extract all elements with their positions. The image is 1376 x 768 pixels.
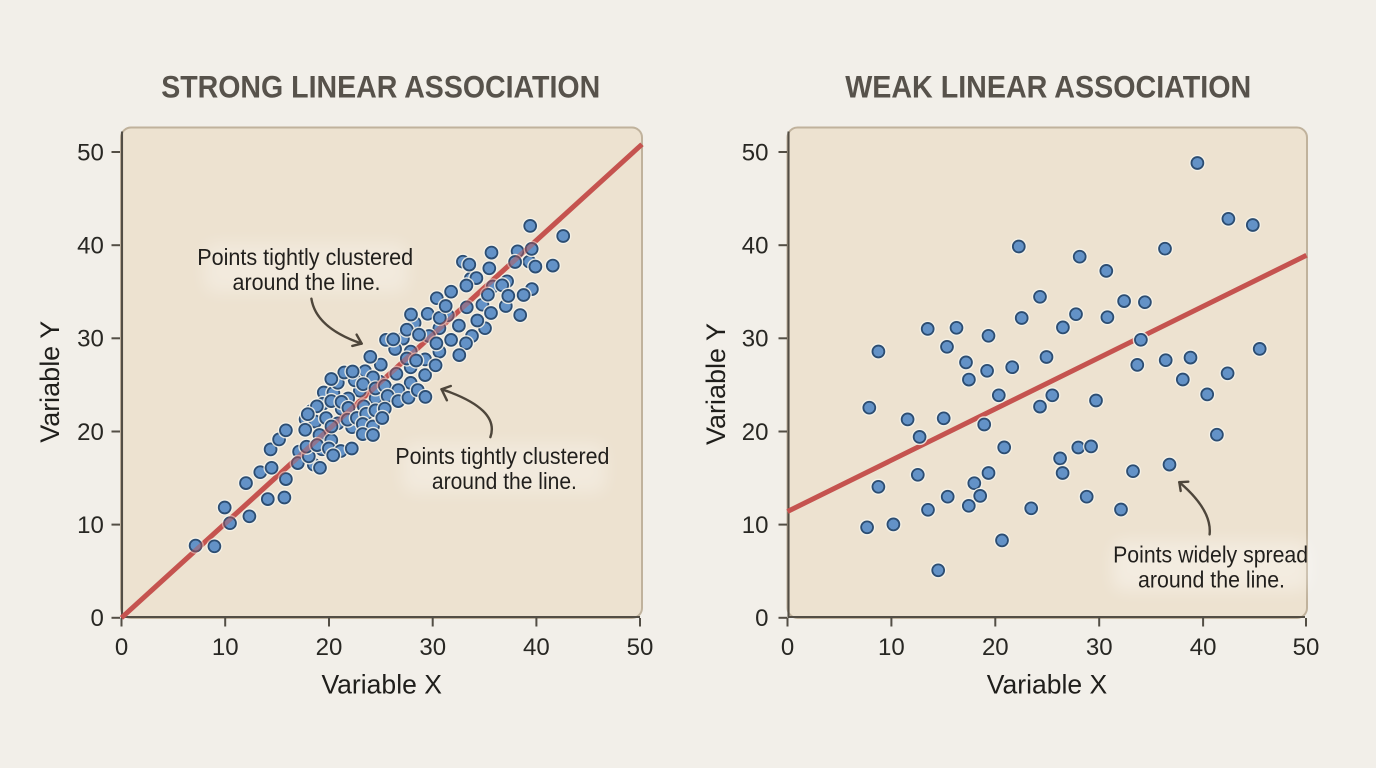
svg-text:10: 10 (878, 634, 905, 661)
svg-text:Points tightly clustered: Points tightly clustered (197, 244, 413, 270)
svg-text:Variable X: Variable X (987, 670, 1108, 700)
svg-text:0: 0 (115, 634, 128, 661)
svg-text:30: 30 (1086, 634, 1113, 661)
svg-text:10: 10 (212, 634, 239, 661)
svg-text:0: 0 (90, 605, 103, 632)
svg-text:50: 50 (1293, 634, 1320, 661)
svg-text:around the line.: around the line. (233, 269, 381, 295)
svg-text:10: 10 (742, 512, 769, 539)
svg-text:around the line.: around the line. (432, 468, 577, 494)
svg-text:10: 10 (77, 512, 104, 539)
svg-text:20: 20 (77, 419, 104, 446)
svg-text:50: 50 (627, 634, 654, 661)
svg-text:0: 0 (755, 605, 768, 632)
svg-text:around the line.: around the line. (1138, 567, 1285, 593)
svg-text:Points tightly clustered: Points tightly clustered (395, 443, 609, 469)
svg-text:Variable Y: Variable Y (35, 321, 65, 443)
svg-text:40: 40 (523, 634, 550, 661)
svg-text:WEAK LINEAR ASSOCIATION: WEAK LINEAR ASSOCIATION (845, 69, 1251, 105)
svg-text:40: 40 (742, 233, 769, 260)
svg-text:Variable Y: Variable Y (701, 323, 731, 445)
svg-text:Variable X: Variable X (321, 670, 442, 700)
svg-text:Points widely spread: Points widely spread (1113, 542, 1308, 568)
svg-text:20: 20 (742, 419, 769, 446)
svg-text:50: 50 (742, 139, 769, 166)
svg-text:50: 50 (77, 139, 104, 166)
svg-text:20: 20 (316, 634, 343, 661)
svg-text:40: 40 (1190, 634, 1217, 661)
svg-text:0: 0 (781, 634, 794, 661)
svg-text:30: 30 (77, 326, 104, 353)
svg-text:30: 30 (419, 634, 446, 661)
svg-text:40: 40 (77, 233, 104, 260)
svg-text:30: 30 (742, 326, 769, 353)
svg-text:STRONG LINEAR ASSOCIATION: STRONG LINEAR ASSOCIATION (161, 69, 600, 105)
svg-text:20: 20 (982, 634, 1009, 661)
